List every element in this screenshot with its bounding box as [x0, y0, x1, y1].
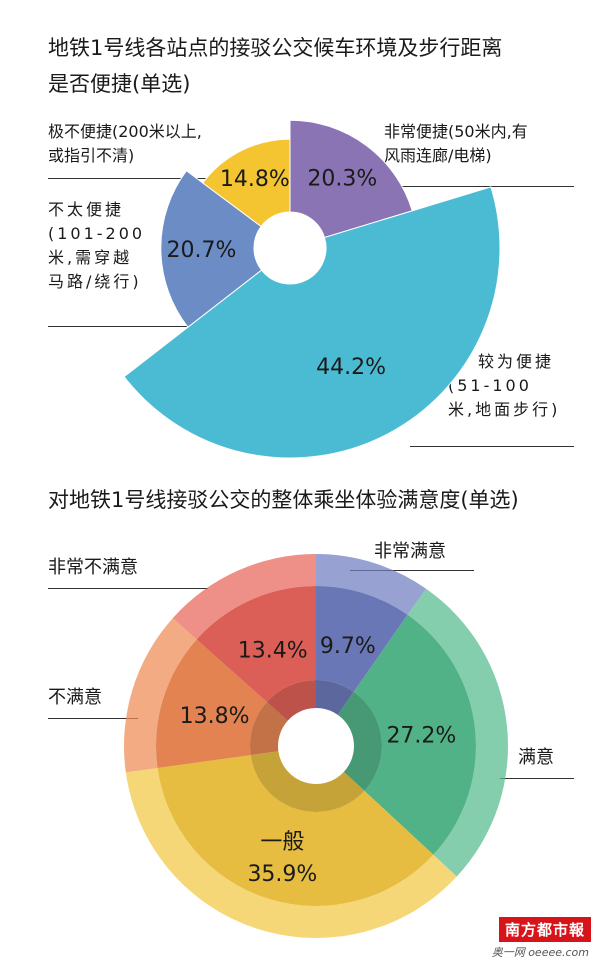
- chart2-slice-1: [353, 614, 476, 855]
- chart1-label-very-convenient-line1: 非常便捷(50米内,有: [384, 122, 528, 141]
- chart1-label-not-convenient-line3: 米,需穿越: [48, 248, 133, 267]
- chart1-leader-fairly-convenient: [410, 446, 574, 447]
- chart2-outer-ring-1: [407, 588, 508, 877]
- chart2-label-satisfied: 满意: [518, 747, 554, 768]
- chart1-label-fairly-convenient-line3: 米,地面步行): [448, 400, 561, 419]
- chart1-label-very-convenient: 非常便捷(50米内,有 风雨连廊/电梯): [384, 120, 528, 168]
- chart2-inner-ring-2: [250, 751, 365, 813]
- chart1-slice-1: [123, 186, 501, 459]
- chart1-label-not-convenient-line1: 不太便捷: [48, 200, 125, 219]
- chart2-inner-ring-0: [316, 680, 354, 715]
- chart1-value-label-1: 44.2%: [316, 355, 386, 380]
- chart1-label-not-convenient: 不太便捷 (101-200 米,需穿越 马路/绕行): [48, 198, 145, 294]
- chart1-value-label-2: 20.7%: [166, 238, 236, 263]
- chart1-slice-0: [289, 119, 413, 239]
- chart1-label-fairly-convenient: 较为便捷 (51-100 米,地面步行): [448, 350, 560, 422]
- chart1-label-very-inconvenient: 极不便捷(200米以上, 或指引不清): [48, 120, 202, 168]
- newspaper-logo: 南方都市報: [498, 917, 591, 942]
- chart1-slice-3: [202, 138, 291, 228]
- chart2-label-dissatisfied: 不满意: [48, 687, 102, 708]
- chart2-leader-very-satisfied: [350, 570, 474, 571]
- chart1-value-label-0: 20.3%: [307, 166, 377, 191]
- chart2-inner-ring-1: [337, 691, 382, 791]
- chart1-label-fairly-convenient-line2: (51-100: [448, 376, 532, 395]
- chart2-outer-ring-2: [125, 768, 457, 938]
- chart1-label-very-inconvenient-line1: 极不便捷(200米以上,: [48, 122, 202, 141]
- chart1-label-not-convenient-line2: (101-200: [48, 224, 146, 243]
- chart2-inner-ring-3: [250, 702, 288, 756]
- chart1-label-very-inconvenient-line2: 或指引不清): [48, 146, 135, 165]
- chart2-slice-0: [316, 586, 408, 692]
- chart2-leader-very-dissatisfied: [48, 588, 208, 589]
- chart2-value-label-4: 13.4%: [238, 638, 308, 663]
- chart1-leader-very-inconvenient: [48, 178, 274, 179]
- chart2-category-label-2: 一般: [260, 830, 304, 855]
- chart1-title-line2: 是否便捷(单选): [48, 72, 191, 96]
- chart2-value-label-1: 27.2%: [386, 724, 456, 749]
- chart2-value-label-2: 35.9%: [247, 862, 317, 887]
- chart2-outer-ring-4: [172, 554, 316, 640]
- chart1-label-fairly-convenient-line1: 较为便捷: [478, 352, 555, 371]
- chart2-inner-ring-4: [266, 680, 316, 721]
- chart1-slice-2: [160, 170, 263, 328]
- chart2-label-very-dissatisfied: 非常不满意: [48, 557, 138, 578]
- chart1-title-line1: 地铁1号线各站点的接驳公交候车环境及步行距离: [48, 36, 503, 60]
- chart2-label-very-satisfied: 非常满意: [374, 541, 446, 562]
- chart1-label-very-convenient-line2: 风雨连廊/电梯): [384, 146, 492, 165]
- chart1-leader-very-convenient: [330, 186, 574, 187]
- chart2-slice-3: [155, 639, 267, 769]
- chart2-value-label-3: 13.8%: [180, 704, 250, 729]
- chart2-slice-2: [157, 755, 434, 907]
- chart2-slice-4: [196, 586, 316, 703]
- chart2-title: 对地铁1号线接驳公交的整体乘坐体验满意度(单选): [48, 488, 519, 512]
- chart1-leader-not-convenient: [48, 326, 196, 327]
- chart2-center-hole: [280, 710, 352, 782]
- chart2-leader-dissatisfied: [48, 718, 138, 719]
- chart2-leader-satisfied: [500, 778, 574, 779]
- chart2-outer-ring-3: [123, 618, 197, 773]
- chart2-value-label-0: 9.7%: [320, 634, 376, 659]
- site-credit: 奥一网 oeeee.com: [491, 946, 589, 959]
- chart2-outer-ring-0: [316, 554, 426, 615]
- chart1-value-label-3: 14.8%: [220, 167, 290, 192]
- chart1-label-not-convenient-line4: 马路/绕行): [48, 272, 142, 291]
